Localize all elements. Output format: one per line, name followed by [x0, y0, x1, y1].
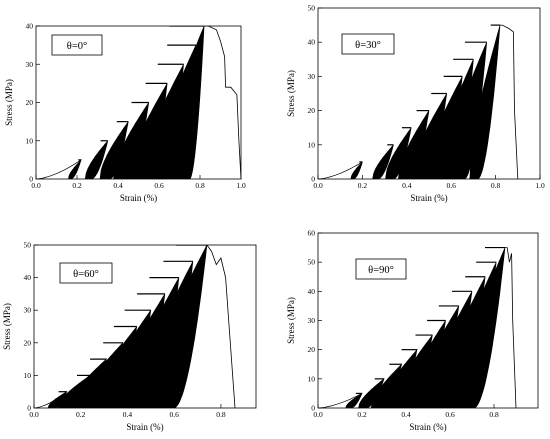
- x-tick-label: 0.8: [489, 410, 499, 419]
- x-tick-label: 0.4: [402, 181, 412, 190]
- failure-curve: [206, 245, 236, 408]
- panel-label: θ=0°: [67, 41, 87, 52]
- plot-area: [318, 246, 517, 408]
- chart-panel-theta-30: 0.0 0.2 0.4 0.6 0.8 1.0 0 10 20 30 40 50 Strain (%) S…: [286, 4, 545, 204]
- hysteresis-loop: [147, 245, 208, 408]
- y-tick-label: 30: [308, 316, 316, 325]
- cycle-group: [159, 26, 205, 179]
- chart-panel-theta-60: 0.0 0.2 0.4 0.6 0.8 0 10 20 30 40 50 Strain (%) Stre…: [2, 241, 257, 432]
- y-axis-title: Stress (MPa): [286, 297, 296, 344]
- y-tick-label: 0: [27, 404, 31, 413]
- initial-envelope: [36, 159, 82, 179]
- plot-area: [318, 24, 519, 179]
- y-tick-label: 30: [24, 306, 32, 315]
- initial-envelope: [318, 161, 363, 179]
- y-tick-label: 50: [308, 4, 316, 13]
- x-tick-label: 0.6: [445, 410, 455, 419]
- x-tick-label: 0.4: [401, 410, 411, 419]
- y-tick-label: 10: [26, 136, 34, 145]
- cycle-group: [469, 24, 501, 179]
- panel-label-box: [355, 258, 407, 280]
- cycle-group: [372, 144, 394, 179]
- hysteresis-loop: [456, 247, 506, 408]
- hysteresis-loop: [350, 161, 363, 179]
- failure-curve: [500, 24, 519, 179]
- x-tick-label: 0.2: [76, 410, 86, 419]
- x-tick-label: 0.2: [358, 181, 368, 190]
- y-tick-label: 20: [308, 106, 316, 115]
- y-tick-label: 40: [24, 273, 32, 282]
- hysteresis-loop: [84, 140, 109, 179]
- y-tick-label: 50: [308, 258, 316, 267]
- plot-area: [36, 26, 241, 179]
- chart-panel-theta-90: 0.0 0.2 0.4 0.6 0.8 0 10 20 30 40 50 60 Strain (%) St…: [286, 229, 539, 432]
- cycle-group: [68, 158, 82, 179]
- y-axis-title: Stress (MPa): [2, 303, 12, 350]
- x-tick-label: 0.4: [113, 181, 123, 190]
- x-tick-label: 1.0: [535, 181, 545, 190]
- y-tick-label: 0: [311, 404, 315, 413]
- failure-curve: [204, 26, 241, 179]
- panel-label: θ=30°: [355, 40, 381, 51]
- y-tick-label: 30: [308, 72, 316, 81]
- x-tick-label: 0.2: [357, 410, 367, 419]
- x-tick-label: 0.2: [72, 181, 82, 190]
- x-tick-label: 0.0: [313, 181, 323, 190]
- x-tick-label: 1.0: [236, 181, 246, 190]
- hysteresis-loop: [469, 25, 501, 179]
- hysteresis-loop: [68, 158, 82, 179]
- y-tick-label: 40: [26, 22, 34, 31]
- panel-label: θ=90°: [368, 265, 394, 276]
- x-axis-title: Strain (%): [120, 193, 157, 203]
- y-tick-label: 10: [308, 374, 316, 383]
- x-tick-label: 0.0: [31, 181, 41, 190]
- y-tick-label: 20: [24, 338, 32, 347]
- x-axis-title: Strain (%): [409, 422, 446, 432]
- y-tick-label: 20: [308, 345, 316, 354]
- x-axis-title: Strain (%): [126, 422, 163, 432]
- y-tick-label: 40: [308, 287, 316, 296]
- x-tick-label: 0.6: [447, 181, 457, 190]
- x-tick-label: 0.8: [195, 181, 205, 190]
- cycle-group: [456, 246, 506, 408]
- panel-label: θ=60°: [73, 269, 99, 280]
- x-tick-label: 0.0: [29, 410, 39, 419]
- y-tick-label: 40: [308, 38, 316, 47]
- y-axis-title: Stress (MPa): [286, 70, 296, 117]
- failure-curve: [505, 247, 517, 408]
- x-tick-label: 0.8: [216, 410, 226, 419]
- x-axis-title: Strain (%): [410, 193, 447, 203]
- cycle-group: [84, 140, 109, 179]
- y-tick-label: 0: [311, 175, 315, 184]
- panel-label-box: [341, 33, 395, 55]
- panel-label-box: [51, 34, 103, 56]
- initial-envelope: [34, 391, 67, 408]
- y-tick-label: 10: [308, 140, 316, 149]
- y-tick-label: 20: [26, 98, 34, 107]
- x-tick-label: 0.6: [154, 181, 164, 190]
- y-axis-title: Stress (MPa): [4, 79, 14, 126]
- x-tick-label: 0.0: [313, 410, 323, 419]
- panel-label-box: [59, 262, 113, 284]
- cycle-group: [350, 161, 363, 179]
- x-tick-label: 0.6: [170, 410, 180, 419]
- plot-area: [34, 245, 236, 408]
- initial-envelope: [318, 393, 363, 408]
- y-tick-label: 10: [24, 371, 32, 380]
- y-tick-label: 60: [308, 229, 316, 238]
- y-tick-label: 50: [24, 241, 32, 250]
- chart-panel-theta-0: 0.0 0.2 0.4 0.6 0.8 1.0 0 10 20 30 40 Strain (%) Str…: [4, 22, 246, 204]
- hysteresis-loop: [159, 26, 205, 179]
- x-tick-label: 0.8: [491, 181, 501, 190]
- y-tick-label: 30: [26, 60, 34, 69]
- cycle-group: [147, 245, 208, 408]
- y-tick-label: 0: [29, 175, 33, 184]
- x-tick-label: 0.4: [123, 410, 133, 419]
